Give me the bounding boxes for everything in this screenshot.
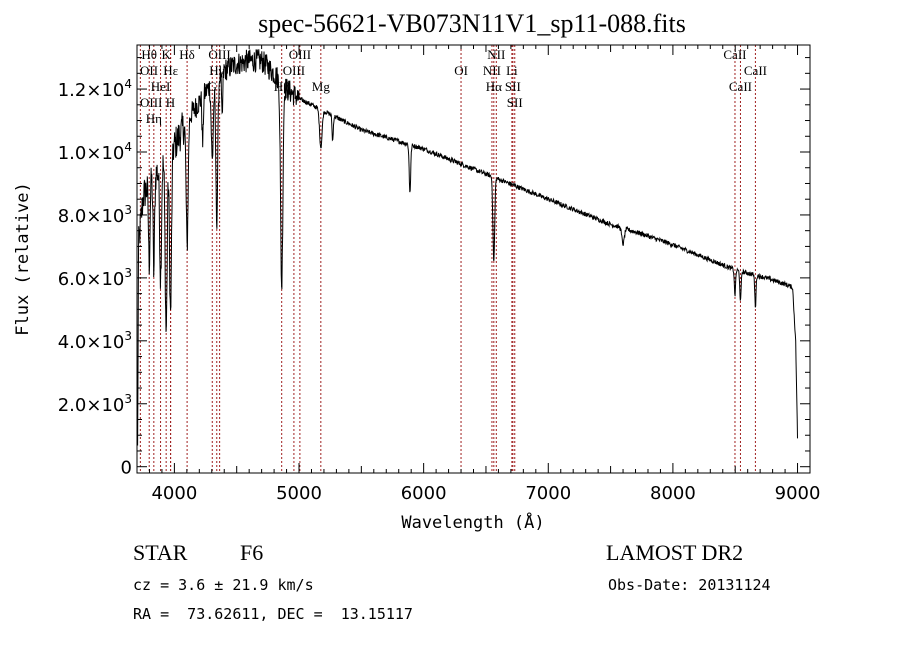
line-label: OIII (208, 47, 230, 62)
y-tick-exponent: 3 (124, 392, 132, 406)
line-label: OIII (140, 95, 162, 110)
x-tick-label: 7000 (525, 483, 571, 504)
line-label: SII (505, 79, 521, 94)
y-tick-mantissa: 4.0×10 (58, 332, 125, 353)
y-tick-exponent: 4 (124, 77, 132, 91)
survey-name: LAMOST DR2 (606, 540, 743, 565)
x-tick-label: 5000 (276, 483, 322, 504)
y-tick-mantissa: 2.0×10 (58, 395, 125, 416)
line-label: HeI (151, 79, 171, 94)
y-axis-ticks: 02.0×1034.0×1036.0×1038.0×1031.0×1041.2×… (58, 57, 810, 479)
line-label: NII (487, 47, 505, 62)
line-label: Li (506, 63, 518, 78)
line-label: OIII (289, 47, 311, 62)
y-tick-label: 0 (121, 458, 132, 479)
line-label: Hη (146, 111, 162, 126)
line-label: G (208, 79, 217, 94)
y-tick-exponent: 3 (124, 329, 132, 343)
x-tick-label: 9000 (775, 483, 821, 504)
x-axis-ticks: 4000 5000 6000 7000 8000 9000 (136, 45, 821, 504)
x-tick-label: 6000 (401, 483, 447, 504)
y-tick-mantissa: 6.0×10 (58, 269, 125, 290)
line-label: Hδ (179, 47, 195, 62)
y-tick-exponent: 3 (124, 266, 132, 280)
chart-title: spec-56621-VB073N11V1_sp11-088.fits (258, 9, 686, 38)
y-tick-label: 2.0×103 (58, 392, 132, 416)
line-label: Hα (486, 79, 502, 94)
line-label: Hγ (209, 63, 224, 78)
line-label: CaII (729, 79, 752, 94)
y-tick-label: 6.0×103 (58, 266, 132, 290)
line-label: Hθ (141, 47, 157, 62)
line-label: Hβ (274, 79, 290, 94)
line-label: OI (454, 63, 468, 78)
line-label: OII (140, 63, 158, 78)
y-tick-label: 1.2×104 (58, 77, 132, 101)
y-tick-mantissa: 8.0×10 (58, 206, 125, 227)
line-label: OIII (283, 63, 305, 78)
object-subclass: F6 (240, 540, 263, 565)
redshift-text: cz = 3.6 ± 21.9 km/s (133, 576, 314, 594)
line-label: Hε (163, 63, 178, 78)
y-tick-label: 8.0×103 (58, 203, 132, 227)
y-tick-label: 4.0×103 (58, 329, 132, 353)
y-axis-label: Flux (relative) (13, 182, 33, 336)
object-class: STAR (133, 540, 188, 565)
y-tick-label: 1.0×104 (58, 140, 132, 164)
line-label: H (166, 95, 175, 110)
line-label: SII (507, 95, 523, 110)
line-label: Mg (312, 79, 331, 94)
coordinates-text: RA = 73.62611, DEC = 13.15117 (133, 605, 413, 623)
y-tick-mantissa: 1.0×10 (58, 143, 125, 164)
y-tick-exponent: 4 (124, 140, 132, 154)
obs-date-text: Obs-Date: 20131124 (608, 576, 771, 594)
x-axis-label: Wavelength (Å) (401, 511, 544, 533)
y-tick-mantissa: 0 (121, 458, 132, 479)
line-label: NII (483, 63, 501, 78)
y-tick-mantissa: 1.2×10 (58, 80, 125, 101)
spectral-line-markers (139, 45, 756, 473)
y-tick-exponent: 3 (124, 203, 132, 217)
x-tick-label: 8000 (650, 483, 696, 504)
x-tick-label: 4000 (151, 483, 197, 504)
line-label: K (162, 47, 172, 62)
line-label: CaII (744, 63, 767, 78)
line-label: CaII (723, 47, 746, 62)
spectrum-line (137, 49, 798, 446)
